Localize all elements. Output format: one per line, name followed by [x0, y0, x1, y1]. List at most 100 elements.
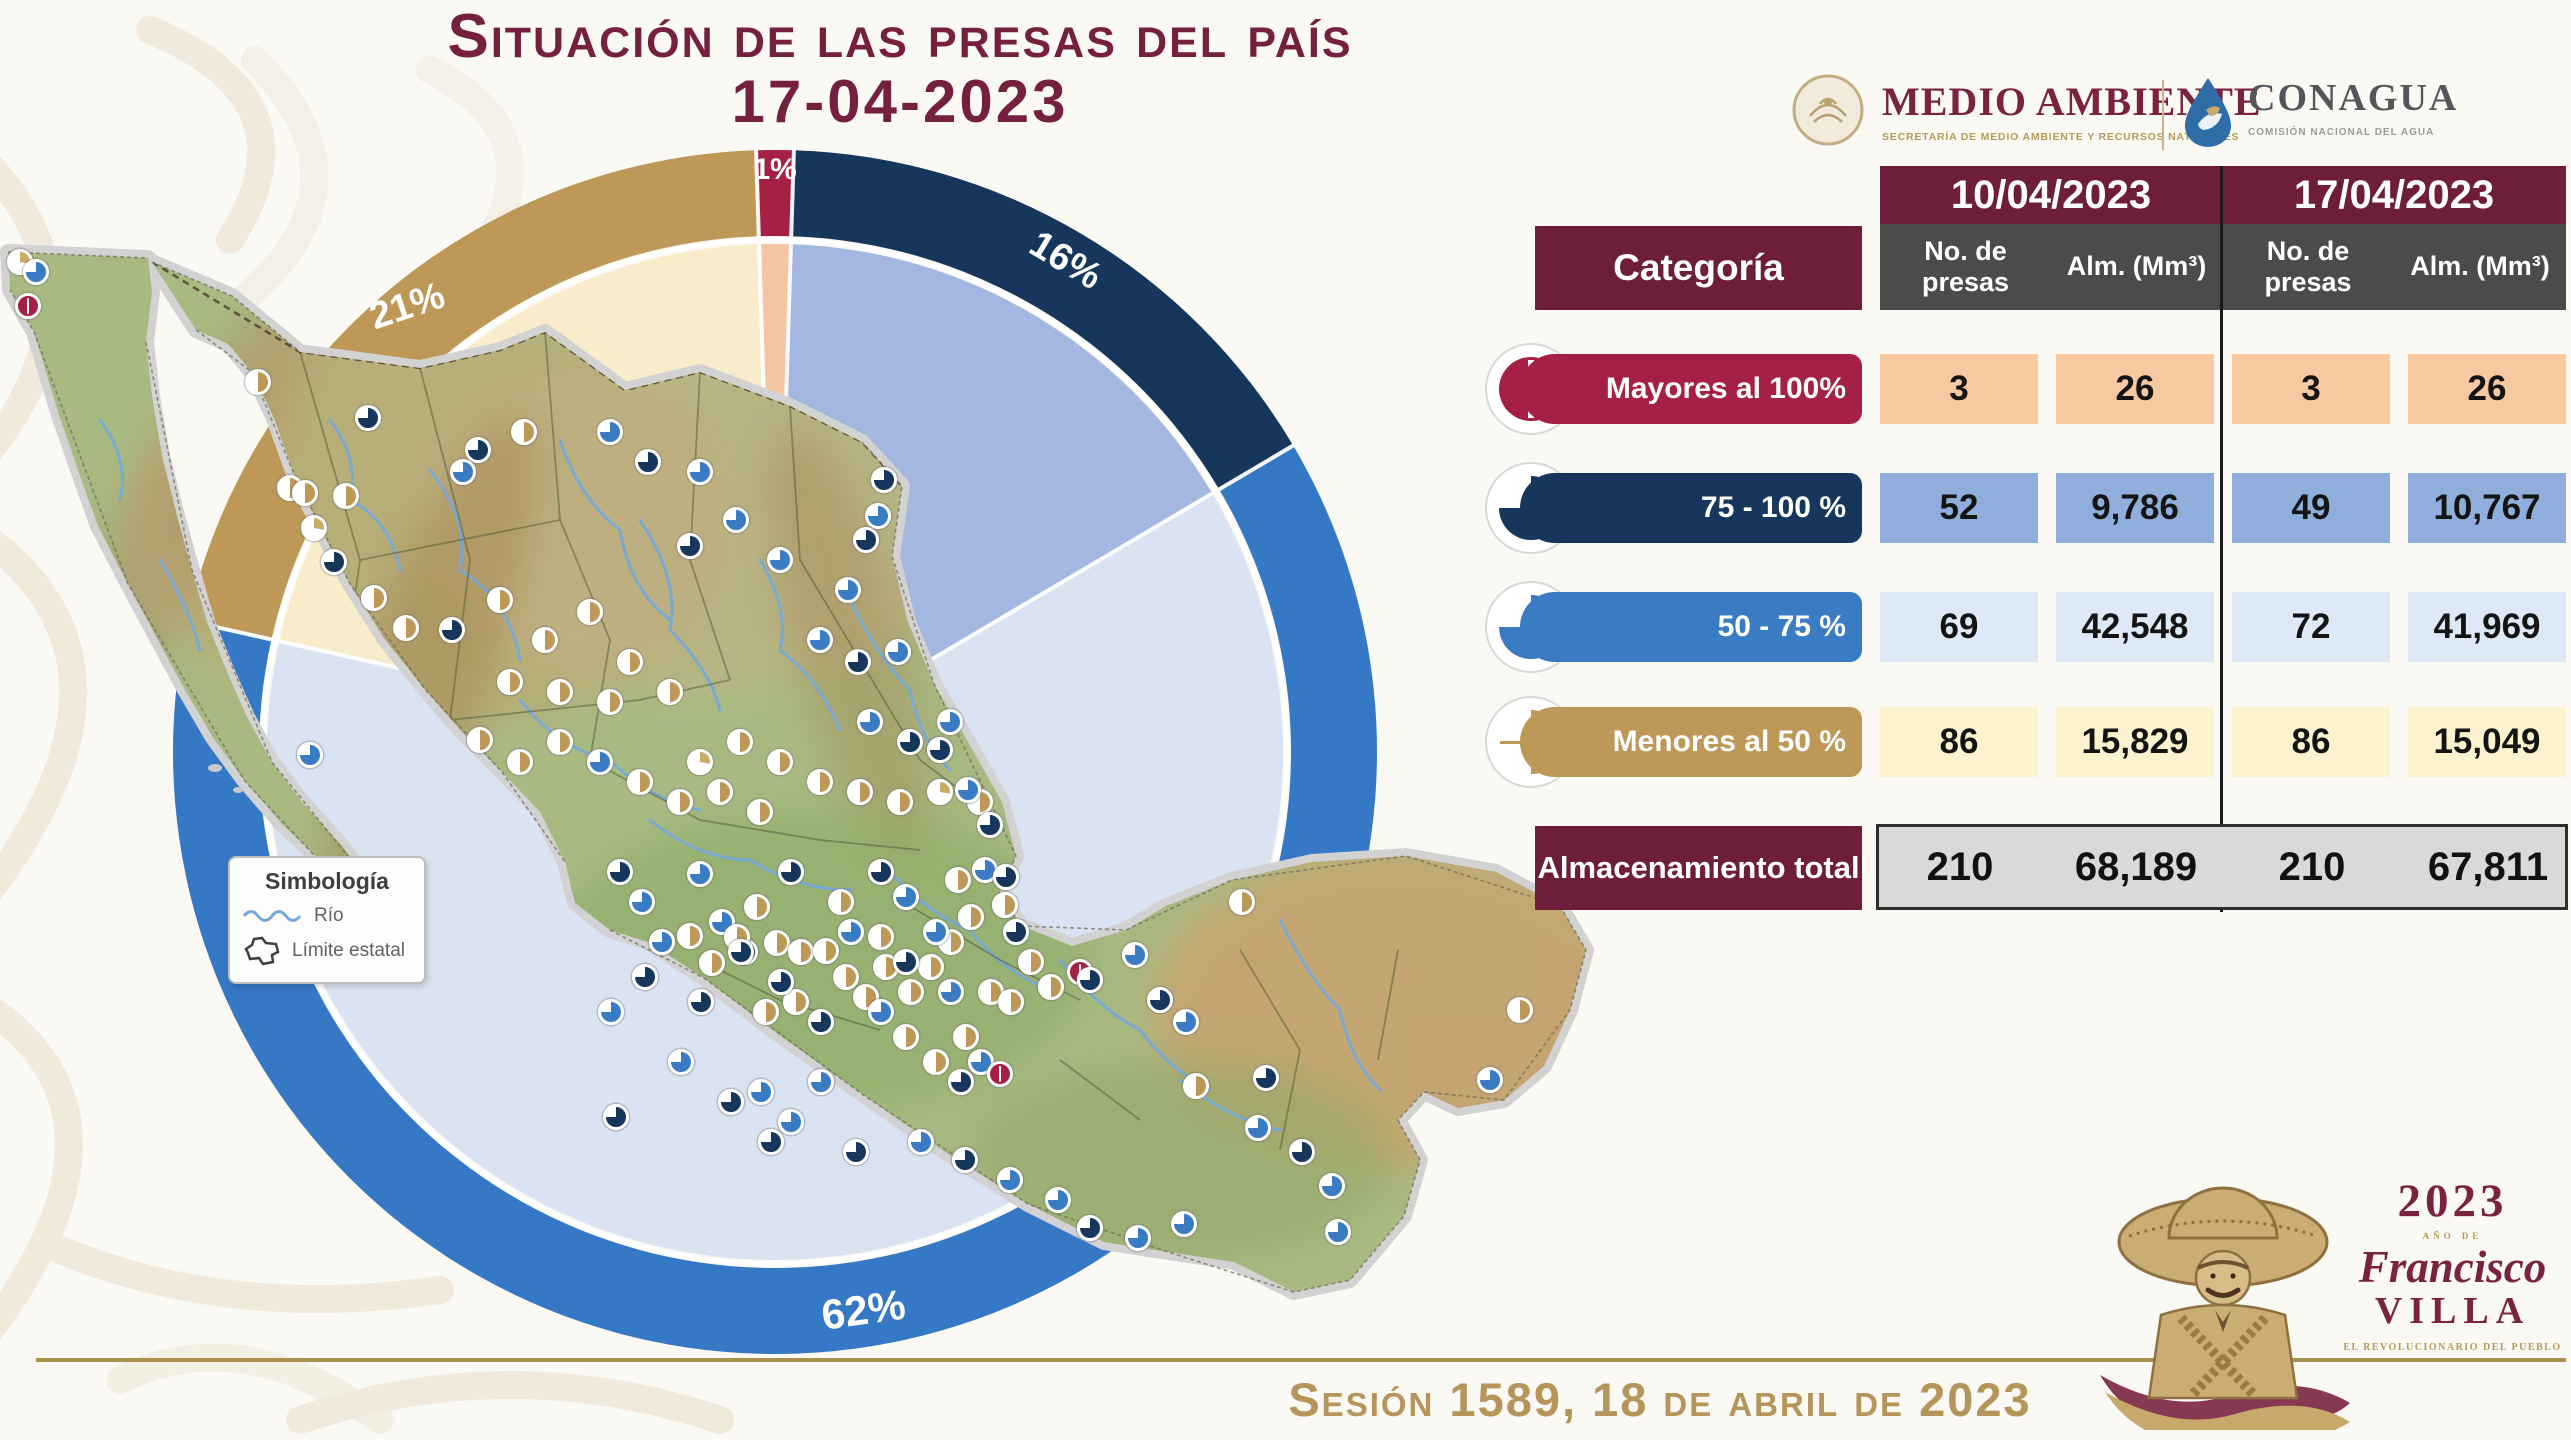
dam-marker — [1045, 1187, 1071, 1213]
dam-marker — [898, 979, 924, 1005]
category-label-mayores: Mayores al 100% — [1520, 354, 1862, 424]
dam-marker — [945, 867, 971, 893]
table-cell: 72 — [2232, 592, 2390, 662]
dam-marker — [1245, 1115, 1271, 1141]
dam-marker — [893, 1024, 919, 1050]
dam-marker — [887, 789, 913, 815]
dam-marker — [1183, 1073, 1209, 1099]
dam-marker — [632, 964, 658, 990]
dam-marker — [677, 533, 703, 559]
dam-marker — [668, 1049, 694, 1075]
table-cell: 3 — [1880, 354, 2038, 424]
table-subheaders-1: No. de presas Alm. (Mm³) — [1880, 224, 2222, 310]
map-legend: Simbología Río Límite estatal — [228, 856, 426, 984]
subheader-presas: No. de presas — [2264, 235, 2352, 297]
dam-marker — [927, 737, 953, 763]
title-line1: Situación de las presas del país — [447, 2, 1353, 71]
dam-marker — [992, 892, 1018, 918]
table-date-header-2: 17/04/2023 — [2222, 166, 2566, 224]
dam-marker — [1477, 1067, 1503, 1093]
dam-marker — [748, 1079, 774, 1105]
dam-marker — [629, 889, 655, 915]
dam-marker — [23, 259, 49, 285]
dam-marker — [768, 969, 794, 995]
dam-marker — [687, 749, 713, 775]
dam-marker — [808, 1069, 834, 1095]
dam-marker — [355, 405, 381, 431]
dam-marker — [828, 889, 854, 915]
dam-marker — [245, 369, 271, 395]
total-cell: 67,811 — [2427, 844, 2549, 889]
table-subheaders-2: No. de presas Alm. (Mm³) — [2222, 224, 2566, 310]
dam-marker — [607, 859, 633, 885]
table-cell: 26 — [2056, 354, 2214, 424]
header-logos: MEDIO AMBIENTE SECRETARÍA DE MEDIO AMBIE… — [1790, 70, 2571, 166]
dam-marker — [747, 799, 773, 825]
dam-marker — [465, 437, 491, 463]
table-column-divider — [2220, 166, 2223, 912]
dam-marker — [923, 1049, 949, 1075]
dam-marker — [603, 1104, 629, 1130]
dam-marker — [487, 587, 513, 613]
villa-slogan: EL REVOLUCIONARIO DEL PUEBLO — [2343, 1341, 2562, 1353]
total-cell: 210 — [2278, 844, 2346, 889]
dam-marker — [927, 779, 953, 805]
total-row-label: Almacenamiento total — [1535, 826, 1862, 910]
dam-marker — [688, 989, 714, 1015]
donut-slice-label: 62% — [818, 1281, 908, 1339]
dam-marker — [667, 789, 693, 815]
dam-marker — [778, 859, 804, 885]
dam-marker — [532, 627, 558, 653]
dam-marker — [677, 923, 703, 949]
francisco-villa-portrait-icon — [2100, 1186, 2350, 1430]
dam-marker — [807, 769, 833, 795]
dam-marker — [767, 749, 793, 775]
dam-marker — [997, 1167, 1023, 1193]
dam-marker — [297, 742, 323, 768]
dam-marker — [937, 709, 963, 735]
total-cell: 68,189 — [2074, 844, 2198, 889]
dam-marker — [897, 729, 923, 755]
dam-marker — [813, 938, 839, 964]
us-border — [151, 260, 903, 487]
table-cell: 10,767 — [2408, 473, 2566, 543]
dam-marker — [807, 627, 833, 653]
page-title: Situación de las presas del país 17-04-2… — [120, 4, 1680, 135]
dam-marker — [1147, 987, 1173, 1013]
dam-marker — [511, 419, 537, 445]
dam-marker — [1003, 919, 1029, 945]
dam-marker — [467, 727, 493, 753]
dam-marker — [321, 549, 347, 575]
subheader-alm: Alm. (Mm³) — [2066, 251, 2207, 282]
semarnat-seal-icon — [1792, 74, 1864, 146]
dam-marker — [649, 929, 675, 955]
dam-marker — [727, 729, 753, 755]
dam-marker — [893, 884, 919, 910]
conagua-name: CONAGUA — [2248, 77, 2459, 119]
dam-marker — [587, 749, 613, 775]
donut-slice-label: 1% — [753, 153, 796, 186]
dam-marker — [723, 507, 749, 533]
subheader-alm: Alm. (Mm³) — [2410, 251, 2550, 282]
table-cell: 42,548 — [2056, 592, 2214, 662]
dam-marker — [15, 293, 41, 319]
dam-marker — [885, 639, 911, 665]
dam-marker — [393, 615, 419, 641]
map-legend-title: Simbología — [265, 868, 389, 894]
legend-item-label: Límite estatal — [292, 940, 405, 961]
river-icon — [242, 910, 302, 922]
dam-marker — [744, 894, 770, 920]
dam-marker — [1077, 1215, 1103, 1241]
dam-marker — [868, 859, 894, 885]
dam-marker — [728, 939, 754, 965]
conagua-logo: CONAGUA COMISIÓN NACIONAL DEL AGUA — [2182, 76, 2458, 148]
dam-marker — [918, 954, 944, 980]
dam-marker — [938, 979, 964, 1005]
title-date: 17-04-2023 — [731, 68, 1069, 136]
table-cell: 41,969 — [2408, 592, 2566, 662]
dam-marker — [843, 1139, 869, 1165]
dam-marker — [783, 989, 809, 1015]
dam-marker — [987, 1061, 1013, 1087]
table-category-header: Categoría — [1535, 226, 1862, 310]
dam-marker — [361, 585, 387, 611]
